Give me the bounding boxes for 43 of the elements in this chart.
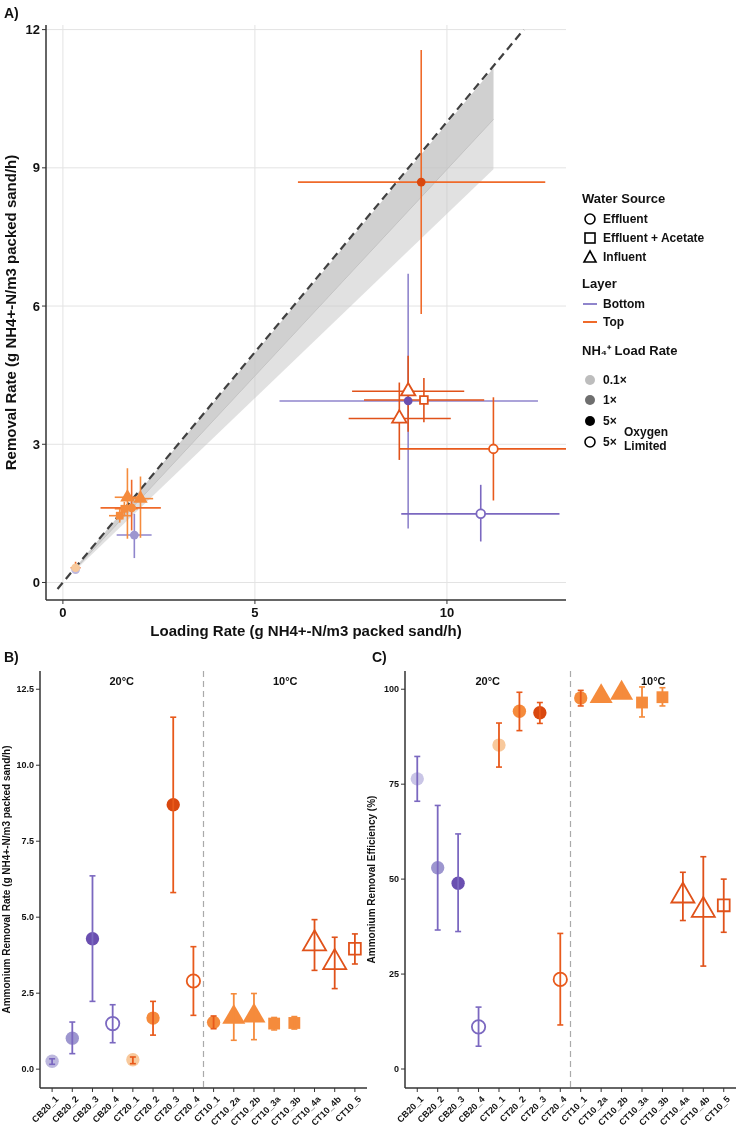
chart-title: C)	[372, 649, 387, 665]
chart-title: A)	[4, 5, 19, 21]
y-tick-label: 7.5	[21, 836, 34, 847]
text: Effluent	[603, 212, 648, 227]
y-tick-label: 3	[32, 436, 40, 452]
text: 5×	[603, 435, 617, 450]
y-tick-label: 50	[388, 874, 399, 885]
text: 0.1×	[603, 373, 627, 388]
annotation: 10°C	[640, 675, 666, 687]
y-axis-title: Ammonium Removal Efficiency (%)	[366, 795, 377, 964]
y-tick-label: 12.5	[16, 684, 34, 695]
y-tick-label: 0.0	[21, 1064, 34, 1075]
x-tick-label: 0	[59, 605, 67, 620]
x-tick-label: 10	[439, 605, 455, 620]
y-tick-label: 100	[383, 684, 399, 695]
y-tick-label: 10.0	[16, 760, 34, 771]
y-tick-label: 0	[32, 575, 40, 591]
text: Water Source	[582, 190, 666, 206]
x-axis-title: Loading Rate (g NH4+-N/m3 packed sand/h)	[150, 622, 462, 639]
annotation: 10°C	[272, 675, 298, 687]
y-axis-title: Removal Rate (g NH4+-N/m3 packed sand/h)	[2, 154, 19, 471]
y-tick-label: 2.5	[21, 988, 34, 999]
y-tick-label: 75	[388, 779, 399, 790]
text: 1×	[603, 393, 617, 408]
y-tick-label: 12	[25, 22, 40, 38]
text: Influent	[603, 250, 647, 265]
annotation: 20°C	[475, 675, 501, 687]
y-tick-label: 6	[32, 298, 40, 314]
annotation: 20°C	[109, 675, 135, 687]
text: Bottom	[603, 297, 645, 312]
y-axis-title: Ammonium Removal Rate (g NH4+-N/m3 packed sand/h)	[1, 745, 12, 1014]
y-tick-label: 5.0	[21, 912, 34, 923]
x-tick-label: 5	[251, 605, 259, 620]
text: Layer	[582, 275, 617, 291]
text: 5×	[603, 414, 617, 429]
text: Top	[603, 315, 625, 330]
text: NH₄⁺ Load Rate	[582, 342, 678, 358]
y-tick-label: 9	[32, 160, 40, 176]
text: Oxygen Limited	[624, 425, 669, 453]
text: Effluent + Acetate	[603, 231, 705, 246]
y-tick-label: 0	[393, 1064, 399, 1075]
chart-title: B)	[4, 649, 19, 665]
y-tick-label: 25	[388, 969, 399, 980]
